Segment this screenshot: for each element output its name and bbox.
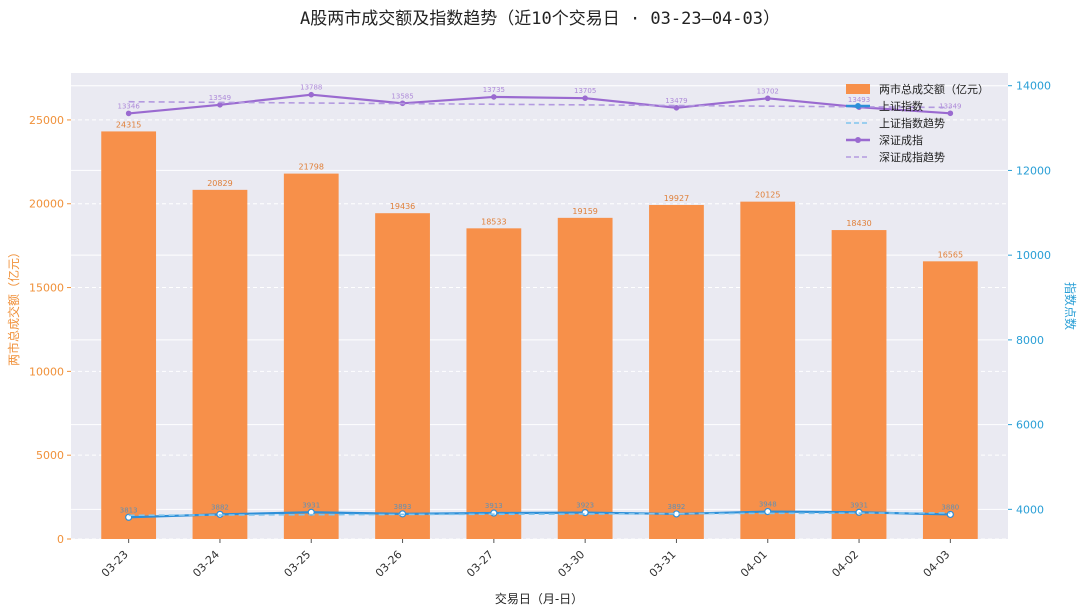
y-right-tick-label: 8000 — [1016, 334, 1044, 347]
x-tick-label: 03-24 — [190, 548, 222, 580]
bar-value-label: 18533 — [481, 217, 506, 226]
x-tick-label: 04-01 — [738, 548, 770, 580]
y-left-tick-label: 20000 — [29, 198, 64, 211]
bar-series: 24315 20829 21798 19436 18533 19159 19927 20125… — [101, 120, 978, 540]
bar — [466, 228, 522, 539]
index-value-label: 3931 — [302, 501, 320, 509]
bar-value-label: 18430 — [846, 219, 871, 228]
index-point — [125, 110, 132, 117]
index-value-label: 3813 — [120, 506, 138, 514]
legend-label: 两市总成交额（亿元） — [879, 82, 989, 96]
y-axis-left: 0 5000 10000 15000 20000 25000 — [29, 114, 71, 546]
legend-label: 上证指数 — [879, 99, 923, 113]
bar — [283, 173, 339, 539]
x-tick-label: 03-25 — [282, 548, 314, 580]
y-left-tick-label: 5000 — [36, 449, 64, 462]
bar — [375, 213, 430, 539]
index-value-label: 13349 — [939, 102, 961, 110]
index-value-label: 3880 — [941, 503, 959, 511]
bar — [101, 131, 157, 539]
x-tick-label: 03-31 — [647, 548, 679, 580]
index-value-label: 3892 — [668, 503, 686, 511]
y-right-tick-label: 6000 — [1016, 419, 1044, 432]
index-line — [128, 93, 951, 115]
chart-title: A股两市成交额及指数趋势（近10个交易日 · 03-23—04-03） — [300, 9, 780, 29]
index-point — [308, 91, 315, 98]
index-value-label: 13585 — [391, 92, 413, 100]
legend-label: 深证成指 — [879, 133, 923, 147]
y-right-tick-label: 4000 — [1016, 503, 1044, 516]
legend-marker — [855, 103, 861, 109]
bar — [922, 261, 978, 539]
x-tick-label: 03-23 — [99, 548, 131, 580]
y-left-tick-label: 0 — [57, 533, 64, 546]
y-left-tick-label: 25000 — [29, 114, 64, 127]
bar — [557, 217, 613, 540]
y-right-tick-label: 14000 — [1016, 80, 1051, 93]
x-tick-label: 03-30 — [555, 548, 587, 580]
x-axis: 03-23 03-24 03-25 03-26 03-27 03-30 03-31 04-01… — [99, 539, 952, 580]
bar-value-label: 20125 — [755, 191, 780, 200]
index-value-label: 3948 — [759, 501, 777, 509]
index-value-label: 13493 — [848, 96, 870, 104]
index-point — [491, 94, 497, 100]
y-axis-left-label: 两市总成交额（亿元） — [6, 246, 21, 366]
x-tick-label: 04-03 — [921, 548, 953, 580]
index-value-label: 13788 — [300, 84, 322, 92]
y-right-tick-label: 10000 — [1016, 249, 1051, 262]
x-axis-label: 交易日（月-日） — [495, 591, 583, 606]
index-value-label: 13735 — [483, 86, 505, 94]
bar — [192, 189, 248, 539]
legend-swatch — [846, 84, 870, 94]
index-line — [128, 510, 951, 519]
y-right-tick-label: 12000 — [1016, 164, 1051, 177]
index-point — [764, 95, 771, 102]
index-value-label: 13346 — [118, 102, 141, 110]
y-axis-right: 4000 6000 8000 10000 12000 14000 — [1008, 80, 1051, 516]
index-value-label: 13549 — [209, 94, 231, 102]
index-value-label: 13702 — [757, 87, 779, 95]
index-value-label: 13479 — [665, 97, 687, 105]
y-left-tick-label: 10000 — [29, 365, 64, 378]
legend-marker — [855, 137, 861, 143]
index-value-label: 3913 — [485, 502, 503, 510]
index-value-label: 13705 — [574, 87, 596, 95]
index-point — [947, 110, 954, 117]
index-lines: 3813 3882 3931 3893 3913 3923 3892 3948 3931 3880… — [118, 84, 961, 521]
index-value-label: 3882 — [211, 503, 229, 511]
index-point — [217, 102, 223, 108]
bar — [649, 204, 704, 540]
index-point — [582, 95, 588, 102]
x-tick-label: 03-27 — [464, 548, 496, 580]
y-left-tick-label: 15000 — [29, 282, 64, 295]
bar-value-label: 19436 — [390, 202, 415, 211]
index-point — [673, 104, 680, 111]
legend-label: 深证成指趋势 — [879, 150, 945, 164]
legend-label: 上证指数趋势 — [879, 116, 945, 130]
index-value-label: 3893 — [394, 503, 412, 511]
index-value-label: 3931 — [850, 501, 868, 509]
bar-value-label: 21798 — [299, 163, 324, 172]
bar — [831, 230, 887, 539]
bar-value-label: 24315 — [116, 120, 141, 129]
index-point — [855, 508, 863, 516]
trend-line — [128, 100, 951, 109]
trend-line — [128, 512, 951, 517]
index-point — [946, 510, 954, 519]
y-axis-right-label: 指数点数 — [1063, 282, 1078, 330]
x-tick-label: 04-02 — [829, 548, 861, 580]
bar — [740, 201, 796, 539]
bar-value-label: 19927 — [664, 194, 689, 203]
bar-value-label: 19159 — [572, 207, 597, 216]
x-tick-label: 03-26 — [373, 548, 405, 580]
bar-value-label: 20829 — [207, 179, 232, 188]
index-value-label: 3923 — [576, 502, 594, 510]
bar-value-label: 16565 — [938, 250, 963, 259]
index-point — [490, 509, 498, 517]
